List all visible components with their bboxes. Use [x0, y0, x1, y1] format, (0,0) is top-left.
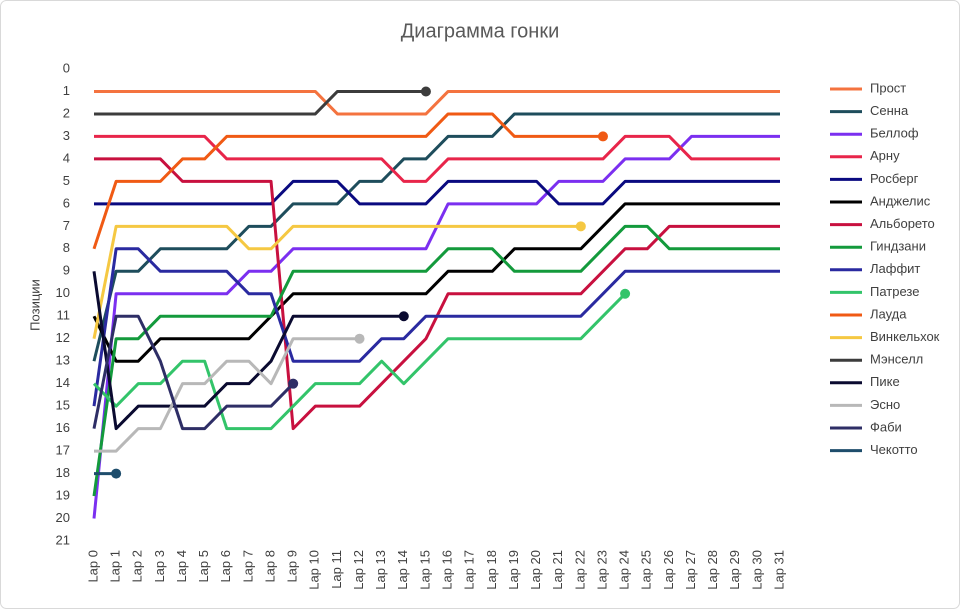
- x-tick-label: Lap 28: [705, 550, 720, 590]
- y-tick-label: 9: [63, 263, 70, 278]
- x-tick-label: Lap 17: [462, 550, 477, 590]
- chart-title: Диаграмма гонки: [401, 20, 560, 42]
- legend-label: Чекотто: [870, 442, 918, 457]
- y-tick-label: 16: [56, 420, 70, 435]
- x-tick-label: Lap 22: [572, 550, 587, 590]
- y-tick-label: 10: [56, 285, 70, 300]
- x-tick-label: Lap 1: [108, 550, 123, 583]
- y-tick-label: 11: [57, 308, 71, 323]
- x-tick-label: Lap 10: [307, 550, 322, 590]
- y-tick-label: 20: [56, 510, 70, 525]
- x-tick-label: Lap 3: [152, 550, 167, 583]
- x-tick-label: Lap 20: [528, 550, 543, 590]
- x-tick-label: Lap 21: [550, 550, 565, 590]
- end-marker: [398, 311, 409, 322]
- y-tick-label: 21: [56, 532, 70, 547]
- legend-label: Пике: [870, 374, 900, 389]
- legend-label: Росберг: [870, 171, 919, 186]
- legend-label: Альборето: [870, 216, 935, 231]
- x-tick-label: Lap 5: [196, 550, 211, 583]
- series-line: [92, 224, 581, 340]
- y-tick-label: 4: [63, 150, 70, 165]
- y-tick-label: 14: [56, 375, 70, 390]
- y-tick-label: 3: [63, 128, 70, 143]
- legend-label: Анджелис: [870, 193, 931, 208]
- legend-label: Сенна: [870, 103, 909, 118]
- y-tick-label: 15: [56, 398, 70, 413]
- x-tick-label: Lap 7: [240, 550, 255, 583]
- series-line: [92, 247, 780, 407]
- end-marker: [575, 221, 586, 232]
- series-line: [92, 314, 295, 431]
- series-line: [94, 89, 780, 116]
- x-tick-label: Lap 14: [395, 550, 410, 590]
- series-line: [94, 89, 426, 116]
- end-marker: [620, 288, 631, 299]
- x-tick-label: Lap 26: [661, 550, 676, 590]
- legend-label: Эсно: [870, 397, 900, 412]
- series-line: [92, 202, 780, 363]
- x-tick-label: Lap 23: [594, 550, 609, 590]
- y-tick-label: 18: [56, 465, 70, 480]
- x-tick-label: Lap 24: [617, 550, 632, 590]
- x-tick-label: Lap 0: [85, 550, 100, 583]
- legend-label: Арну: [870, 148, 900, 163]
- legend-label: Мэнселл: [870, 352, 923, 367]
- y-tick-label: 12: [56, 330, 70, 345]
- y-tick-label: 8: [63, 240, 70, 255]
- x-tick-label: Lap 12: [351, 550, 366, 590]
- end-marker: [354, 333, 365, 344]
- x-tick-label: Lap 31: [771, 550, 786, 590]
- series-line: [94, 179, 780, 206]
- series-line: [94, 337, 360, 453]
- legend-label: Беллоф: [870, 126, 919, 141]
- y-tick-label: 5: [63, 173, 70, 188]
- x-tick-label: Lap 16: [440, 550, 455, 590]
- x-tick-label: Lap 8: [262, 550, 277, 583]
- legend-label: Патрезе: [870, 284, 919, 299]
- end-marker: [288, 378, 299, 389]
- legend-label: Гиндзани: [870, 239, 926, 254]
- x-tick-label: Lap 27: [683, 550, 698, 590]
- y-tick-label: 2: [63, 105, 70, 120]
- series-line: [92, 271, 404, 431]
- x-tick-label: Lap 9: [285, 550, 300, 583]
- legend-label: Винкельхок: [870, 329, 940, 344]
- legend-label: Фаби: [870, 419, 902, 434]
- y-axis-title: Позиции: [27, 279, 42, 331]
- x-tick-label: Lap 30: [749, 550, 764, 590]
- series-line: [92, 224, 780, 497]
- x-tick-label: Lap 29: [727, 550, 742, 590]
- legend-label: Лауда: [870, 306, 907, 321]
- x-tick-label: Lap 11: [329, 550, 344, 589]
- x-tick-label: Lap 25: [639, 550, 654, 590]
- x-tick-label: Lap 15: [417, 550, 432, 590]
- x-tick-label: Lap 13: [373, 550, 388, 590]
- y-tick-label: 17: [56, 443, 70, 458]
- end-marker: [111, 468, 122, 479]
- series-line: [92, 112, 603, 250]
- y-tick-label: 1: [63, 83, 70, 98]
- x-tick-label: Lap 4: [174, 550, 189, 583]
- series-line: [92, 112, 780, 362]
- end-marker: [420, 86, 431, 97]
- y-tick-label: 7: [63, 218, 70, 233]
- series-line: [94, 134, 780, 183]
- x-tick-label: Lap 6: [218, 550, 233, 583]
- legend-label: Прост: [870, 80, 906, 95]
- y-tick-label: 19: [56, 487, 70, 502]
- end-marker: [597, 131, 608, 142]
- y-tick-label: 6: [63, 195, 70, 210]
- x-tick-label: Lap 2: [130, 550, 145, 583]
- legend-label: Лаффит: [870, 261, 920, 276]
- y-tick-label: 13: [56, 353, 70, 368]
- y-tick-label: 0: [63, 60, 70, 75]
- x-tick-label: Lap 18: [484, 550, 499, 590]
- x-tick-label: Lap 19: [506, 550, 521, 590]
- series-line: [92, 292, 627, 431]
